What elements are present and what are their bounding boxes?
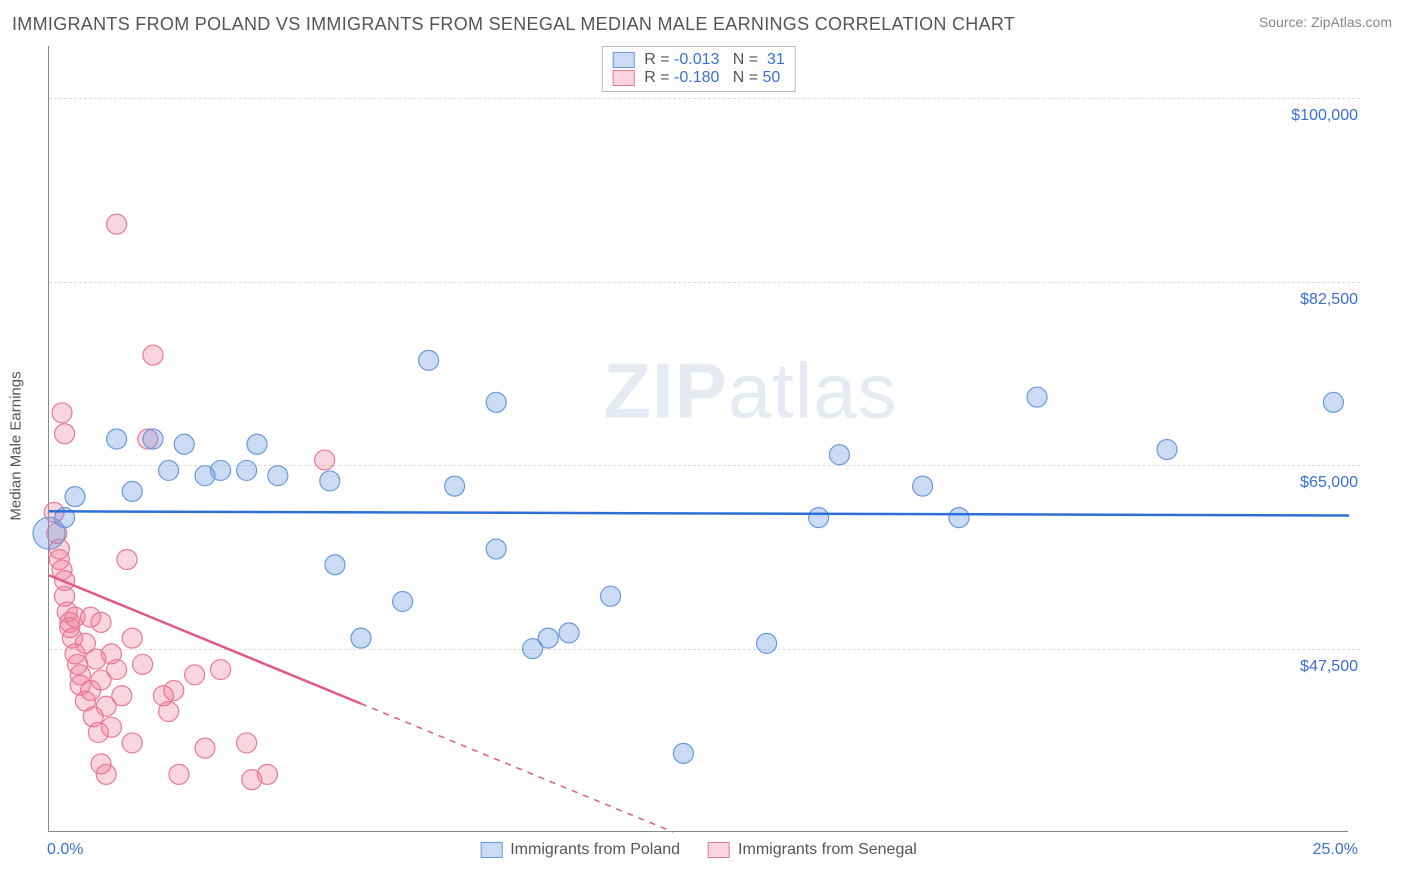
data-point-poland	[809, 508, 829, 528]
regression-line-poland	[49, 511, 1349, 515]
source-label: Source: ZipAtlas.com	[1259, 14, 1392, 30]
regression-line-dashed-senegal	[361, 704, 673, 832]
data-point-senegal	[195, 738, 215, 758]
data-point-poland	[1323, 392, 1343, 412]
data-point-poland	[122, 481, 142, 501]
data-point-poland	[601, 586, 621, 606]
n-label: N =	[719, 51, 762, 68]
data-point-senegal	[91, 612, 111, 632]
y-axis-label: Median Male Earnings	[8, 371, 25, 520]
data-point-poland	[195, 466, 215, 486]
data-point-senegal	[164, 681, 184, 701]
chart-container: IMMIGRANTS FROM POLAND VS IMMIGRANTS FRO…	[0, 0, 1406, 892]
data-point-poland	[174, 434, 194, 454]
swatch-senegal-icon	[708, 842, 730, 858]
r-label: R =	[644, 69, 674, 86]
bottom-legend: Immigrants from Poland Immigrants from Se…	[480, 841, 917, 859]
data-point-senegal	[169, 764, 189, 784]
r-value: -0.013	[674, 51, 719, 68]
data-point-poland	[757, 633, 777, 653]
data-point-poland	[159, 460, 179, 480]
data-point-senegal	[112, 686, 132, 706]
plot-area: ZIPatlas $47,500$65,000$82,500$100,000 R…	[48, 46, 1348, 832]
swatch-poland-icon	[480, 842, 502, 858]
data-point-poland	[65, 487, 85, 507]
stats-row-senegal: R = -0.180 N = 50	[612, 69, 785, 87]
data-point-poland	[913, 476, 933, 496]
data-point-senegal	[143, 345, 163, 365]
data-point-poland	[829, 445, 849, 465]
r-value: -0.180	[674, 69, 719, 86]
n-value: 50	[763, 69, 781, 86]
data-point-poland	[559, 623, 579, 643]
data-point-senegal	[107, 214, 127, 234]
data-point-poland	[445, 476, 465, 496]
data-point-senegal	[211, 660, 231, 680]
data-point-senegal	[237, 733, 257, 753]
data-point-poland	[523, 639, 543, 659]
data-point-senegal	[315, 450, 335, 470]
data-point-poland	[143, 429, 163, 449]
n-label: N =	[719, 69, 762, 86]
stats-legend-box: R = -0.013 N = 31R = -0.180 N = 50	[601, 46, 796, 92]
data-point-poland	[1027, 387, 1047, 407]
data-point-senegal	[107, 660, 127, 680]
data-point-poland	[351, 628, 371, 648]
data-point-poland	[1157, 439, 1177, 459]
data-point-senegal	[52, 403, 72, 423]
data-point-senegal	[257, 764, 277, 784]
swatch-poland-icon	[612, 52, 634, 68]
data-point-senegal	[133, 654, 153, 674]
data-point-senegal	[122, 733, 142, 753]
data-point-senegal	[117, 550, 137, 570]
data-point-poland	[393, 591, 413, 611]
legend-label: Immigrants from Senegal	[738, 841, 917, 859]
data-point-poland	[247, 434, 267, 454]
data-point-senegal	[185, 665, 205, 685]
data-point-poland	[237, 460, 257, 480]
data-point-poland	[949, 508, 969, 528]
legend-item-poland: Immigrants from Poland	[480, 841, 680, 859]
legend-item-senegal: Immigrants from Senegal	[708, 841, 917, 859]
x-tick-label: 0.0%	[47, 841, 83, 859]
data-point-poland	[320, 471, 340, 491]
data-point-poland	[673, 743, 693, 763]
data-point-senegal	[101, 717, 121, 737]
scatter-plot	[49, 46, 1348, 831]
legend-label: Immigrants from Poland	[510, 841, 680, 859]
data-point-senegal	[55, 424, 75, 444]
data-point-poland	[268, 466, 288, 486]
x-tick-label: 25.0%	[1313, 841, 1358, 859]
stats-row-poland: R = -0.013 N = 31	[612, 51, 785, 69]
r-label: R =	[644, 51, 674, 68]
data-point-senegal	[96, 764, 116, 784]
data-point-poland	[107, 429, 127, 449]
data-point-poland	[419, 350, 439, 370]
data-point-poland	[486, 392, 506, 412]
data-point-senegal	[122, 628, 142, 648]
swatch-senegal-icon	[612, 70, 634, 86]
data-point-poland	[486, 539, 506, 559]
data-point-senegal	[159, 701, 179, 721]
chart-title: IMMIGRANTS FROM POLAND VS IMMIGRANTS FRO…	[12, 14, 1015, 35]
n-value: 31	[763, 51, 785, 68]
title-bar: IMMIGRANTS FROM POLAND VS IMMIGRANTS FRO…	[12, 14, 1392, 35]
data-point-poland	[325, 555, 345, 575]
